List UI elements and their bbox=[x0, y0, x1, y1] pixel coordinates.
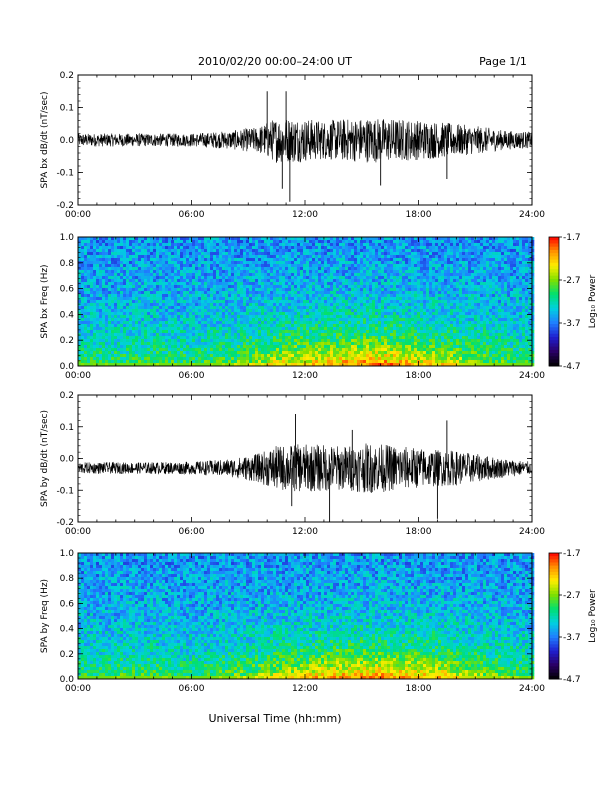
y-tick-label: 0.8 bbox=[60, 574, 75, 584]
spectrogram bbox=[78, 553, 535, 680]
x-tick-label: 18:00 bbox=[406, 684, 432, 694]
y-axis-label: SPA by Freq (Hz) bbox=[40, 579, 50, 653]
y-tick-label: 1.0 bbox=[60, 549, 75, 559]
y-tick-label: 1.0 bbox=[60, 233, 75, 243]
y-tick-label: 0.6 bbox=[60, 599, 75, 609]
figure-title: 2010/02/20 00:00–24:00 UT bbox=[198, 55, 352, 68]
y-tick-label: 0.8 bbox=[60, 259, 75, 269]
colorbar-tick-label: -3.7 bbox=[563, 633, 581, 643]
x-tick-label: 18:00 bbox=[406, 210, 432, 220]
series-trace bbox=[77, 443, 533, 493]
colorbar-label: Log₁₀ Power bbox=[588, 589, 598, 643]
x-tick-label: 00:00 bbox=[65, 210, 91, 220]
x-tick-label: 24:00 bbox=[519, 371, 545, 381]
y-tick-label: -0.2 bbox=[56, 518, 74, 528]
y-tick-label: 0.1 bbox=[60, 104, 74, 114]
y-tick-label: 0.0 bbox=[60, 455, 75, 465]
panel-4: -1.7 -2.7 -3.7 -4.7 Log₁₀ Power 00:00 06:00 12:… bbox=[40, 549, 598, 694]
panel-2: -1.7 -2.7 -3.7 -4.7 Log₁₀ Power 00:00 06:00 12:… bbox=[40, 233, 598, 381]
y-tick-label: 0.1 bbox=[60, 423, 74, 433]
colorbar-tick-label: -1.7 bbox=[563, 549, 581, 559]
colorbar: -1.7 -2.7 -3.7 -4.7 Log₁₀ Power bbox=[548, 549, 598, 685]
x-tick-label: 12:00 bbox=[292, 684, 318, 694]
x-tick-label: 18:00 bbox=[406, 371, 432, 381]
y-tick-label: -0.1 bbox=[56, 169, 74, 179]
y-tick-label: -0.1 bbox=[56, 486, 74, 496]
panel-1: 00:00 06:00 12:00 18:00 24:00 -0.2 -0.1 0.0 0.1 0… bbox=[40, 71, 545, 220]
x-tick-label: 06:00 bbox=[179, 527, 205, 537]
x-tick-label: 12:00 bbox=[292, 210, 318, 220]
y-tick-label: 0.2 bbox=[60, 336, 74, 346]
x-tick-label: 18:00 bbox=[406, 527, 432, 537]
x-tick-label: 24:00 bbox=[519, 210, 545, 220]
colorbar-tick-label: -3.7 bbox=[563, 319, 581, 329]
y-tick-label: 0.6 bbox=[60, 285, 75, 295]
y-tick-label: 0.2 bbox=[60, 71, 74, 81]
y-axis-label: SPA bx Freq (Hz) bbox=[40, 264, 50, 338]
y-tick-label: 0.4 bbox=[60, 310, 75, 320]
y-tick-label: 0.2 bbox=[60, 391, 74, 401]
x-tick-label: 12:00 bbox=[292, 527, 318, 537]
y-tick-label: 0.0 bbox=[60, 362, 75, 372]
colorbar-tick-label: -1.7 bbox=[563, 233, 581, 243]
x-tick-label: 06:00 bbox=[179, 371, 205, 381]
series-trace bbox=[77, 119, 533, 163]
y-tick-label: 0.4 bbox=[60, 625, 75, 635]
x-tick-label: 00:00 bbox=[65, 527, 91, 537]
y-tick-label: 0.0 bbox=[60, 675, 75, 685]
colorbar: -1.7 -2.7 -3.7 -4.7 Log₁₀ Power bbox=[548, 233, 598, 372]
panel-3: 00:00 06:00 12:00 18:00 24:00 -0.2 -0.1 0.0 0.1 0… bbox=[40, 391, 545, 537]
x-tick-label: 12:00 bbox=[292, 371, 318, 381]
x-tick-label: 06:00 bbox=[179, 210, 205, 220]
y-axis-label: SPA bx dB/dt (nT/sec) bbox=[40, 92, 50, 189]
panels: 00:00 06:00 12:00 18:00 24:00 -0.2 -0.1 0.0 0.1 0… bbox=[40, 71, 598, 694]
y-tick-label: 0.2 bbox=[60, 650, 74, 660]
x-tick-label: 24:00 bbox=[519, 527, 545, 537]
y-tick-label: -0.2 bbox=[56, 201, 74, 211]
colorbar-tick-label: -2.7 bbox=[563, 591, 581, 601]
spectrogram bbox=[78, 237, 535, 367]
y-tick-label: 0.0 bbox=[60, 136, 75, 146]
colorbar-tick-label: -4.7 bbox=[563, 675, 581, 685]
colorbar-tick-label: -4.7 bbox=[563, 362, 581, 372]
page-indicator: Page 1/1 bbox=[479, 55, 527, 68]
y-axis-label: SPA by dB/dt (nT/sec) bbox=[40, 410, 50, 507]
colorbar-label: Log₁₀ Power bbox=[588, 275, 598, 329]
x-tick-label: 00:00 bbox=[65, 371, 91, 381]
x-tick-label: 00:00 bbox=[65, 684, 91, 694]
x-axis-label: Universal Time (hh:mm) bbox=[209, 712, 342, 725]
colorbar-tick-label: -2.7 bbox=[563, 276, 581, 286]
x-tick-label: 06:00 bbox=[179, 684, 205, 694]
x-tick-label: 24:00 bbox=[519, 684, 545, 694]
